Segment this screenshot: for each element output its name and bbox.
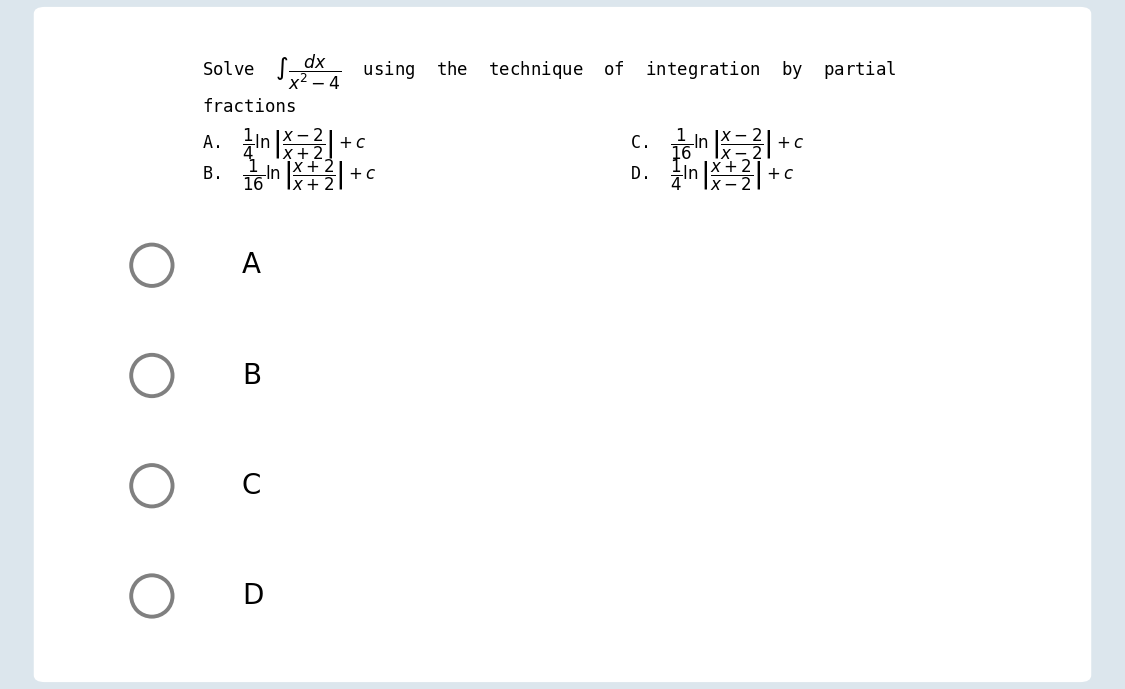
Text: Solve  $\int\dfrac{dx}{x^2-4}$  using  the  technique  of  integration  by  part: Solve $\int\dfrac{dx}{x^2-4}$ using the … — [202, 52, 897, 92]
Ellipse shape — [132, 465, 172, 506]
Text: B.  $\dfrac{1}{16}\ln\left|\dfrac{x+2}{x+2}\right| + c$: B. $\dfrac{1}{16}\ln\left|\dfrac{x+2}{x+… — [202, 158, 377, 194]
Text: C: C — [242, 472, 261, 500]
Text: B: B — [242, 362, 261, 389]
FancyBboxPatch shape — [34, 7, 1091, 682]
Ellipse shape — [132, 245, 172, 286]
Text: fractions: fractions — [202, 98, 297, 116]
Text: A: A — [242, 251, 261, 279]
Ellipse shape — [132, 355, 172, 396]
Text: D: D — [242, 582, 263, 610]
Text: D.  $\dfrac{1}{4}\ln\left|\dfrac{x+2}{x-2}\right| + c$: D. $\dfrac{1}{4}\ln\left|\dfrac{x+2}{x-2… — [630, 158, 794, 194]
Ellipse shape — [132, 575, 172, 617]
Text: C.  $\dfrac{1}{16}\ln\left|\dfrac{x-2}{x-2}\right| + c$: C. $\dfrac{1}{16}\ln\left|\dfrac{x-2}{x-… — [630, 127, 804, 163]
Text: A.  $\dfrac{1}{4}\ln\left|\dfrac{x-2}{x+2}\right| + c$: A. $\dfrac{1}{4}\ln\left|\dfrac{x-2}{x+2… — [202, 127, 367, 163]
